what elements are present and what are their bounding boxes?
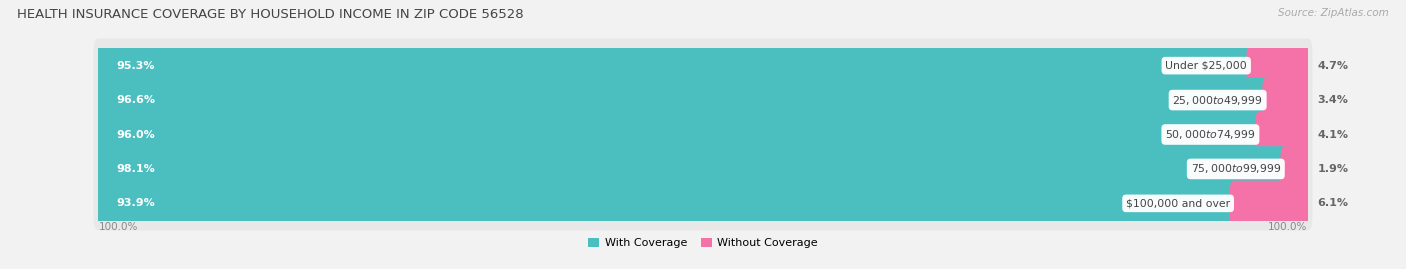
Text: 96.0%: 96.0% <box>117 129 155 140</box>
FancyBboxPatch shape <box>94 73 1312 127</box>
Text: 98.1%: 98.1% <box>117 164 155 174</box>
FancyBboxPatch shape <box>94 181 1239 226</box>
FancyBboxPatch shape <box>94 176 1312 231</box>
FancyBboxPatch shape <box>94 107 1312 162</box>
Text: $50,000 to $74,999: $50,000 to $74,999 <box>1166 128 1256 141</box>
FancyBboxPatch shape <box>1247 43 1312 88</box>
FancyBboxPatch shape <box>94 142 1312 196</box>
Text: 3.4%: 3.4% <box>1317 95 1348 105</box>
Text: 93.9%: 93.9% <box>117 198 155 208</box>
Text: 4.7%: 4.7% <box>1317 61 1348 71</box>
Text: Under $25,000: Under $25,000 <box>1166 61 1247 71</box>
Text: 100.0%: 100.0% <box>1268 222 1308 232</box>
FancyBboxPatch shape <box>1256 112 1313 157</box>
Text: $75,000 to $99,999: $75,000 to $99,999 <box>1191 162 1281 175</box>
Text: 95.3%: 95.3% <box>117 61 155 71</box>
Text: 4.1%: 4.1% <box>1317 129 1348 140</box>
FancyBboxPatch shape <box>94 146 1289 192</box>
FancyBboxPatch shape <box>1263 77 1312 123</box>
Text: HEALTH INSURANCE COVERAGE BY HOUSEHOLD INCOME IN ZIP CODE 56528: HEALTH INSURANCE COVERAGE BY HOUSEHOLD I… <box>17 8 523 21</box>
FancyBboxPatch shape <box>94 77 1271 123</box>
FancyBboxPatch shape <box>1230 181 1312 226</box>
FancyBboxPatch shape <box>94 43 1256 88</box>
FancyBboxPatch shape <box>1281 146 1312 192</box>
Text: 96.6%: 96.6% <box>117 95 156 105</box>
Text: $100,000 and over: $100,000 and over <box>1126 198 1230 208</box>
Text: 100.0%: 100.0% <box>98 222 138 232</box>
Text: 1.9%: 1.9% <box>1317 164 1348 174</box>
Legend: With Coverage, Without Coverage: With Coverage, Without Coverage <box>583 233 823 253</box>
Text: $25,000 to $49,999: $25,000 to $49,999 <box>1173 94 1263 107</box>
FancyBboxPatch shape <box>94 112 1264 157</box>
FancyBboxPatch shape <box>94 38 1312 93</box>
Text: 6.1%: 6.1% <box>1317 198 1348 208</box>
Text: Source: ZipAtlas.com: Source: ZipAtlas.com <box>1278 8 1389 18</box>
